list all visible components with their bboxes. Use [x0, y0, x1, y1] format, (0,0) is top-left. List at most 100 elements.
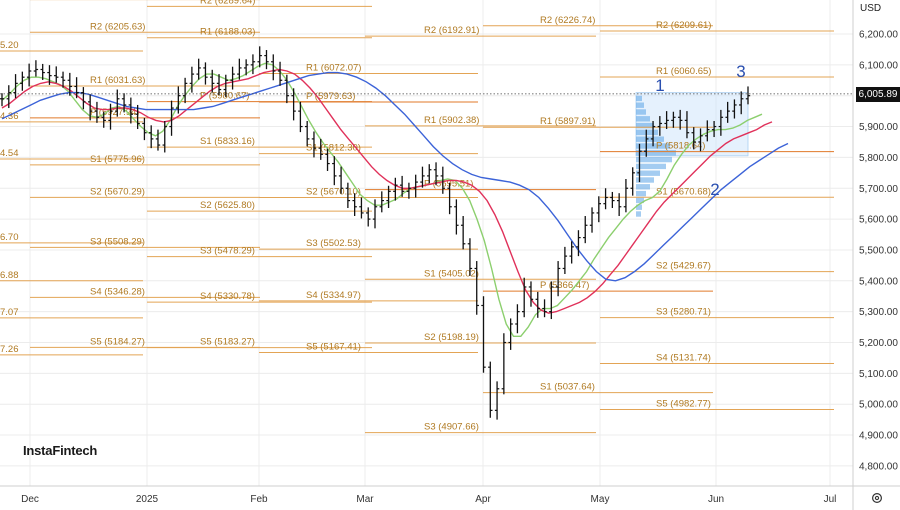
volume-profile-bar [636, 197, 644, 204]
pivot-label: S1 (5833.16) [200, 136, 255, 147]
y-tick-label: 4,900.00 [859, 431, 898, 442]
y-tick-label: 5,300.00 [859, 307, 898, 318]
pivot-label: S4 (5131.74) [656, 353, 711, 364]
wave-label: 1 [655, 76, 664, 95]
wave-labels: 1 2 3 [655, 62, 745, 199]
pivot-label: 7.26 [0, 344, 19, 355]
pivot-label: S5 (5167.41) [306, 342, 361, 353]
pivot-label: S4 (5346.28) [90, 286, 145, 297]
pivot-label: 7.07 [0, 307, 19, 318]
pivot-label: S2 (5670.29) [90, 186, 145, 197]
pivot-label: P (5818.64) [656, 141, 705, 152]
y-tick-label: 4,800.00 [859, 461, 898, 472]
y-tick-label: 5,700.00 [859, 184, 898, 195]
pivot-label: S1 (5670.68) [656, 186, 711, 197]
pivot-label: R1 (6072.07) [306, 62, 361, 73]
pivot-label: 6.70 [0, 232, 19, 243]
y-tick-label: 5,900.00 [859, 122, 898, 133]
x-tick-label: Jun [708, 494, 724, 505]
pivot-label: R2 (6205.63) [90, 21, 145, 32]
gear-icon[interactable] [871, 492, 883, 504]
pivot-label: S2 (5670.10) [306, 186, 361, 197]
volume-profile-bar [636, 184, 650, 190]
pivot-label: S2 (5429.67) [656, 261, 711, 272]
volume-profile-bar [636, 102, 644, 108]
y-tick-label: 6,200.00 [859, 30, 898, 41]
y-tick-label: 5,100.00 [859, 369, 898, 380]
moving-average-line [1, 71, 789, 282]
x-tick-label: Feb [250, 494, 268, 505]
pivot-label: R2 (6226.74) [540, 15, 595, 26]
pivot-label: R2 (6209.61) [656, 20, 711, 31]
y-tick-label: 5,400.00 [859, 276, 898, 287]
volume-profile-bar [636, 136, 664, 142]
pivot-label: S4 (5330.78) [200, 291, 255, 302]
wave-label: 3 [736, 62, 745, 81]
volume-profile-bar [636, 109, 646, 115]
pivot-label: 5.20 [0, 40, 19, 51]
current-price-tag: 6,005.89 [856, 87, 900, 102]
pivot-label: R1 (6031.63) [90, 75, 145, 86]
volume-profile-bar [636, 95, 642, 102]
x-tick-label: Apr [475, 494, 491, 505]
volume-profile-bar [636, 150, 676, 156]
pivot-label: R1 (5902.38) [424, 115, 479, 126]
pivot-label: S1 (5775.96) [90, 154, 145, 165]
pivot-label: R1 (5897.91) [540, 116, 595, 127]
volume-profile-bar [636, 190, 646, 197]
volume-profile-bar [636, 170, 660, 176]
pivot-label: R2 (6192.91) [424, 25, 479, 36]
y-tick-label: 6,100.00 [859, 60, 898, 71]
x-tick-label: Mar [356, 494, 374, 505]
pivot-label: 6.88 [0, 270, 19, 281]
volume-profile-bar [636, 122, 654, 129]
pivot-label: S5 (5183.27) [200, 337, 255, 348]
pivot-label: S5 (4982.77) [656, 399, 711, 410]
pivot-label: S3 (5508.29) [90, 236, 145, 247]
pivot-label: R1 (6060.65) [656, 66, 711, 77]
pivot-label: S4 (5334.97) [306, 290, 361, 301]
y-tick-label: 5,000.00 [859, 400, 898, 411]
pivot-label: S3 (5478.29) [200, 246, 255, 257]
y-tick-label: 5,600.00 [859, 215, 898, 226]
volume-profile-bar [636, 177, 654, 183]
pivot-label: P (5366.47) [540, 280, 589, 291]
y-tick-label: 5,500.00 [859, 245, 898, 256]
volume-profile-bar [636, 116, 650, 122]
x-tick-label: May [591, 494, 610, 505]
wave-label: 2 [710, 180, 719, 199]
pivot-label: P (5695.51) [424, 179, 473, 190]
volume-profile-bar [636, 129, 658, 136]
volume-profile-bar [636, 163, 666, 170]
volume-profile [635, 92, 749, 217]
pivot-label: S3 (4907.66) [424, 422, 479, 433]
instafintech-logo: InstaFintech [23, 443, 98, 458]
pivot-label: S3 (5280.71) [656, 307, 711, 318]
pivot-label: S1 (5405.02) [424, 268, 479, 279]
pivot-label: S5 (5184.27) [90, 336, 145, 347]
pivot-label: P (5927.94) [90, 107, 139, 118]
pivot-label: R1 (6188.03) [200, 27, 255, 38]
pivot-label: S1 (5037.64) [540, 382, 595, 393]
volume-profile-bar [636, 156, 672, 163]
x-tick-label: Dec [21, 494, 39, 505]
volume-profile-bar [636, 204, 642, 210]
pivot-label: P (5980.67) [200, 91, 249, 102]
x-tick-label: 2025 [136, 494, 159, 505]
y-tick-label: 5,200.00 [859, 338, 898, 349]
pivot-label: 4.36 [0, 111, 19, 122]
pivot-label: S2 (5625.80) [200, 200, 255, 211]
pivot-label: S2 (5198.19) [424, 332, 479, 343]
price-bars [0, 46, 853, 420]
x-tick-label: Jul [824, 494, 837, 505]
chart-grid [0, 0, 853, 486]
y-tick-label: 5,800.00 [859, 153, 898, 164]
pivot-label: S1 (5812.30) [306, 143, 361, 154]
volume-profile-bar [636, 211, 641, 217]
pivot-label: P (5979.63) [306, 91, 355, 102]
pivot-label: S3 (5502.53) [306, 238, 361, 249]
currency-selector[interactable]: USD [860, 3, 882, 14]
pivot-label: 4.54 [0, 148, 19, 159]
